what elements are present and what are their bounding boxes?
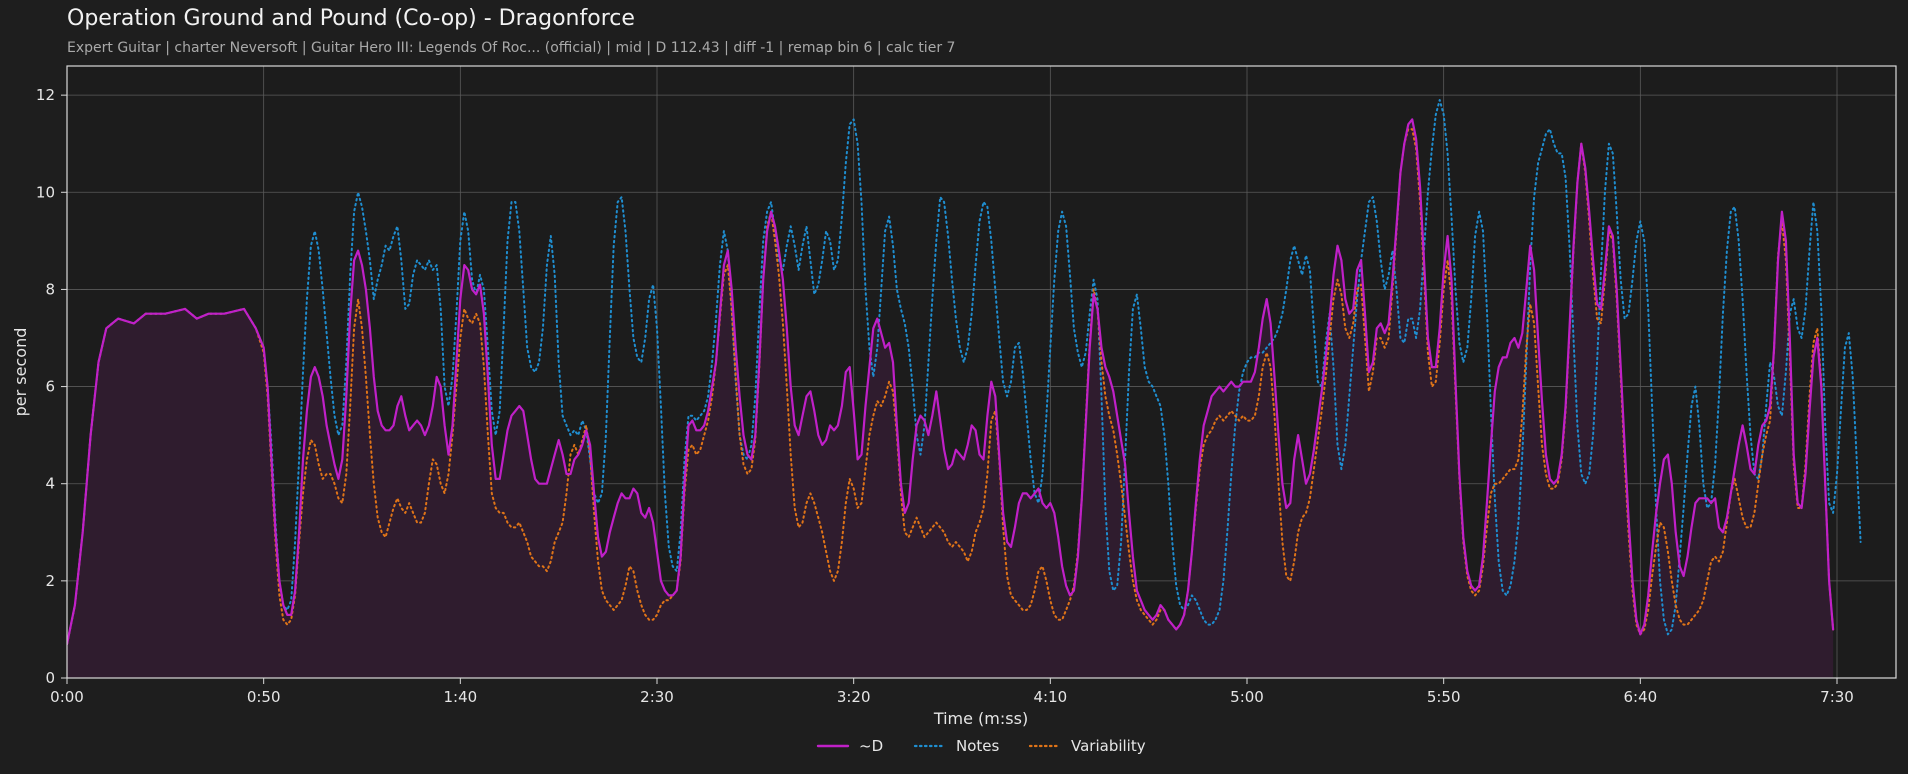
chart-subtitle: Expert Guitar | charter Neversoft | Guit… <box>67 40 956 56</box>
y-tick-label: 12 <box>36 86 55 104</box>
x-tick-label: 4:10 <box>1033 688 1067 706</box>
legend-label: Notes <box>956 737 1000 755</box>
legend-label: ~D <box>859 737 883 755</box>
x-tick-label: 5:00 <box>1230 688 1264 706</box>
y-tick-label: 2 <box>45 572 55 590</box>
y-tick-label: 0 <box>45 669 55 687</box>
x-tick-label: 0:50 <box>247 688 281 706</box>
x-tick-label: 7:30 <box>1820 688 1854 706</box>
x-tick-label: 0:00 <box>50 688 84 706</box>
series-d-area <box>67 119 1834 678</box>
x-tick-label: 5:50 <box>1427 688 1461 706</box>
x-tick-label: 6:40 <box>1623 688 1657 706</box>
axes: 0:00 0:50 1:40 2:30 3:20 4:10 5:00 5:50 6:40 7:30… <box>36 86 1854 706</box>
chart-title: Operation Ground and Pound (Co-op) - Dra… <box>67 6 635 31</box>
plot-frame <box>66 65 1897 679</box>
series-layer <box>67 99 1862 678</box>
y-axis-label: per second <box>11 328 30 417</box>
x-axis-label: Time (m:ss) <box>933 709 1028 728</box>
legend: ~D Notes Variability <box>816 737 1146 755</box>
y-tick-label: 6 <box>45 378 55 396</box>
y-tick-label: 8 <box>45 280 55 298</box>
x-tick-label: 2:30 <box>640 688 674 706</box>
y-tick-label: 10 <box>36 183 55 201</box>
x-tick-label: 3:20 <box>837 688 871 706</box>
series-line-notes <box>67 99 1862 645</box>
x-tick-label: 1:40 <box>443 688 477 706</box>
series-line-d <box>67 118 1835 646</box>
y-tick-label: 4 <box>45 475 55 493</box>
legend-label: Variability <box>1071 737 1146 755</box>
